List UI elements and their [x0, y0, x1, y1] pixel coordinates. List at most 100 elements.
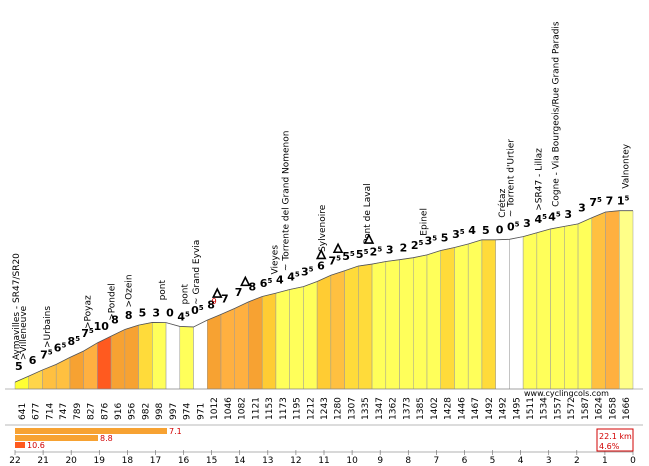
altitude-label: 714 [45, 403, 55, 420]
gradient-label: 5 [482, 224, 490, 237]
average-gradient-value: 4.6% [599, 442, 620, 451]
max-gradient-bars: 7.1 8.8 10.6 [15, 427, 182, 450]
profile-segment [399, 257, 414, 390]
distance-value: 22.1 km [599, 432, 632, 441]
gradient-label: 10 [94, 320, 110, 333]
altitude-label: 998 [155, 403, 165, 420]
profile-segment [467, 239, 483, 390]
profile-segment [426, 250, 441, 390]
profile-segment [193, 319, 208, 390]
altitude-label: 1492 [485, 397, 495, 420]
km-tick-label: 16 [178, 456, 190, 466]
profile-segment [234, 301, 249, 390]
altitude-label: 1012 [210, 397, 220, 420]
gradient-label: 45 [534, 213, 547, 226]
place-label: Cogne - Via Bourgeois/Rue Grand Paradis [551, 21, 561, 207]
chart-annotations: 9 www.cyclingcols.com 22.1 km 4.6% [212, 297, 634, 452]
profile-segment [14, 375, 29, 390]
place-label: Pont de Laval [363, 183, 373, 244]
place-label: ~ Grand Eyvia [192, 240, 202, 305]
profile-segment [261, 292, 277, 390]
gradient-label: 25 [411, 239, 424, 252]
altitude-label: 1492 [499, 397, 509, 420]
gradient-label: 05 [191, 304, 204, 317]
altitude-label: 747 [59, 403, 69, 420]
tunnel-marker [332, 242, 344, 254]
gradient-label: 8 [249, 280, 257, 293]
profile-segment [619, 210, 634, 390]
place-label: ~ Torrente del Grand Nomenon [282, 131, 292, 272]
km-tick-label: 5 [490, 456, 496, 466]
km-tick-label: 20 [65, 456, 77, 466]
profile-segment [207, 314, 222, 390]
gradient-label: 5 [15, 360, 23, 373]
km-tick-label: 22 [9, 456, 20, 466]
profile-outline [14, 210, 633, 383]
gradient-label: 7 [221, 292, 229, 305]
gradient-label: 2 [400, 242, 408, 255]
altitude-label: 1046 [224, 397, 234, 420]
km-tick-label: 19 [94, 456, 106, 466]
profile-segment [564, 223, 579, 390]
altitude-label: 956 [128, 403, 138, 420]
altitude-label: 641 [18, 403, 28, 420]
profile-segment [124, 324, 139, 390]
altitude-label: 1658 [608, 397, 618, 420]
altitude-label: 1557 [553, 397, 563, 420]
gradient-label: 3 [152, 306, 160, 319]
place-label: Aymavilles - SR47/SR20 [12, 253, 22, 360]
km-tick-label: 10 [346, 456, 358, 466]
altitude-label: 1572 [567, 397, 577, 420]
altitude-label: 1307 [347, 397, 357, 420]
gradient-label: 3 [564, 208, 572, 221]
km-tick-label: 15 [206, 456, 217, 466]
km-tick-label: 17 [150, 456, 161, 466]
altitude-label: 1511 [526, 397, 536, 420]
km-tick-label: 2 [574, 456, 580, 466]
km-tick-label: 4 [518, 456, 524, 466]
profile-segment [248, 296, 263, 390]
gradient-label: 75 [40, 348, 53, 361]
profile-segment [55, 356, 71, 390]
profile-segment [97, 335, 112, 390]
place-label: >Sylvenoire [318, 204, 328, 259]
gradient-label: 4 [468, 224, 476, 237]
gradient-label: 4 [276, 273, 284, 286]
website-label[interactable]: www.cyclingcols.com [524, 389, 609, 398]
km-tick-label: 0 [630, 456, 636, 466]
place-label: Vieyes [270, 245, 280, 275]
profile-segment [220, 307, 235, 390]
profile-segment [536, 228, 551, 390]
altitude-label: 1373 [402, 397, 412, 420]
altitude-label: 982 [141, 403, 151, 420]
km-tick-label: 21 [37, 456, 48, 466]
km-tick-label: 3 [546, 456, 552, 466]
profile-segment [303, 281, 318, 390]
place-label: >Pondel [108, 283, 118, 321]
km-tick-label: 18 [122, 456, 134, 466]
profile-segment [110, 329, 126, 390]
max-gradient-bar [15, 435, 98, 441]
altitude-label: 916 [114, 403, 124, 420]
max-gradient-label: 8.8 [100, 434, 113, 443]
gradient-label: 75 [589, 196, 602, 209]
gradient-label: 3 [386, 244, 394, 257]
altitude-label: 1385 [416, 397, 426, 420]
gradient-label: 05 [507, 221, 520, 234]
altitude-labels: 641 677 714 747 789 827 876 916 956 982 998 997 974 9… [5, 388, 643, 426]
profile-segment [413, 254, 428, 390]
gradient-label: 8 [207, 298, 215, 311]
gradient-label: 5 [139, 306, 147, 319]
gradient-labels: 5 6 75 65 85 75 108 8 5 3 0 45 05 8 77 8 65 4 45 35 6 75 55 55 2… [15, 195, 629, 373]
altitude-label: 1495 [512, 397, 522, 420]
place-label: Epinel [419, 208, 429, 236]
km-tick-label: 12 [290, 456, 301, 466]
gradient-label: 3 [523, 217, 531, 230]
place-label: ~ Torrent d'Urtier [506, 139, 516, 218]
gradient-label: 45 [548, 210, 561, 223]
km-tick-label: 7 [433, 456, 439, 466]
profile-segment [179, 326, 194, 390]
altitude-label: 789 [73, 403, 83, 420]
gradient-label: 65 [54, 341, 67, 354]
altitude-label: 1446 [457, 397, 467, 420]
